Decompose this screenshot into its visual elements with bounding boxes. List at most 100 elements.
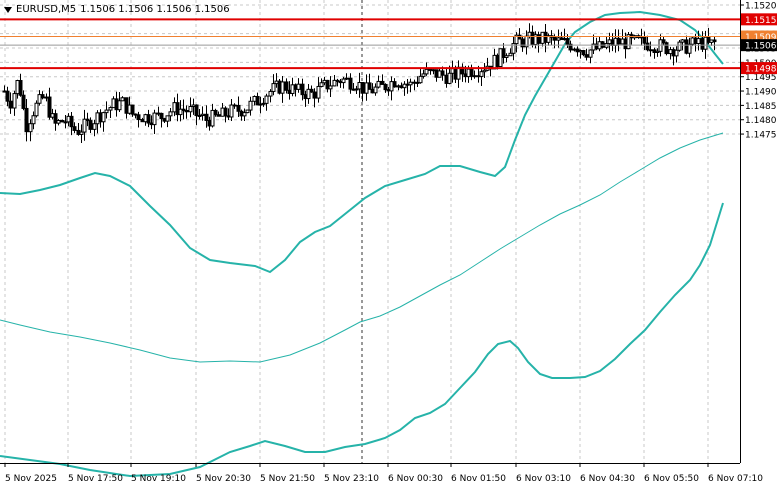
candle-body-bear [348, 77, 353, 90]
candle-body-bull [178, 108, 183, 116]
candle-body-bull [104, 109, 109, 114]
candle-body-bull [402, 83, 407, 89]
candlesticks [2, 23, 717, 144]
candle-body-bear [367, 82, 372, 90]
candle-body-bear [284, 81, 289, 91]
candle-body-bull [79, 131, 84, 135]
candle-body-bear [536, 34, 541, 44]
symbol-label: EURUSD,M5 [16, 4, 77, 15]
candle-body-bull [588, 49, 593, 58]
candle-body-bear [204, 113, 209, 121]
candle-body-bear [581, 50, 586, 56]
candle-body-bull [120, 97, 125, 102]
candle-body-bull [82, 118, 87, 133]
candle-body-bear [60, 120, 65, 123]
candle-body-bear [616, 37, 621, 45]
price-tick-label: 1.1490 [745, 88, 777, 98]
candle-body-bear [300, 83, 305, 96]
candle-body-bull [680, 39, 685, 43]
candle-body-bull [511, 43, 516, 54]
candle-body-bull [117, 100, 122, 111]
candle-body-bear [223, 107, 228, 117]
candle-body-bull [677, 41, 682, 51]
time-tick-label: 6 Nov 04:30 [580, 474, 635, 484]
candle-body-bull [245, 109, 250, 114]
candle-body-bear [194, 104, 199, 116]
candle-body-bull [687, 43, 692, 54]
price-marker-label: 1.1515 [745, 16, 777, 26]
candle-body-bull [168, 111, 173, 117]
price-tick-label: 1.1520 [745, 2, 777, 12]
horizontal-levels [0, 18, 740, 70]
time-tick-label: 5 Nov 17:50 [68, 474, 123, 484]
candle-body-bear [184, 109, 189, 113]
candle-body-bear [360, 81, 365, 94]
candle-body-bull [188, 106, 193, 113]
candle-body-bear [69, 115, 74, 128]
candle-body-bear [664, 42, 669, 55]
candle-body-bear [85, 118, 90, 122]
candle-body-bear [520, 38, 525, 48]
candle-body-bull [296, 83, 301, 90]
candle-body-bull [271, 83, 276, 92]
candle-body-bull [261, 102, 266, 105]
candle-body-bear [18, 80, 23, 96]
time-tick-label: 6 Nov 03:10 [516, 474, 571, 484]
candle-body-bear [568, 43, 573, 51]
time-tick-label: 6 Nov 00:30 [388, 474, 443, 484]
time-tick-label: 5 Nov 20:30 [196, 474, 251, 484]
candle-body-bear [584, 54, 589, 58]
candle-body-bear [5, 90, 10, 102]
candle-body-bull [165, 115, 170, 122]
time-tick-label: 5 Nov 2025 [5, 474, 57, 484]
candle-body-bear [175, 102, 180, 116]
price-marker-box [741, 39, 777, 52]
candle-body-bear [88, 120, 93, 130]
candle-body-bear [236, 104, 241, 112]
candle-body-bull [479, 71, 484, 77]
bollinger-lower-band [0, 202, 724, 478]
price-tick-label: 1.1475 [745, 131, 777, 141]
price-marker-box [741, 13, 777, 26]
time-tick-label: 5 Nov 19:10 [131, 474, 186, 484]
candle-body-bear [645, 42, 650, 51]
candle-body-bull [421, 73, 426, 77]
candle-body-bull [268, 90, 273, 97]
chart-menu-triangle-icon[interactable] [4, 6, 12, 13]
candle-body-bull [447, 72, 452, 84]
ohlc-label: 1.1506 1.1506 1.1506 1.1506 [80, 4, 230, 15]
candle-body-bull [319, 82, 324, 87]
candle-body-bull [546, 35, 551, 43]
candle-body-bull [418, 75, 423, 84]
candle-body-bear [712, 39, 717, 43]
price-tick-label: 1.1495 [745, 73, 777, 83]
moving-average-line [0, 132, 724, 363]
candle-body-bull [108, 107, 113, 111]
candle-body-bull [328, 85, 333, 90]
candle-body-bear [325, 79, 330, 90]
candle-body-bear [517, 34, 522, 40]
candle-body-bear [642, 36, 647, 44]
time-tick-label: 5 Nov 23:10 [324, 474, 379, 484]
candle-body-bear [232, 104, 237, 107]
candle-body-bear [24, 107, 29, 133]
candle-body-bear [661, 39, 666, 44]
candle-body-bull [472, 75, 477, 78]
candle-body-bull [655, 50, 660, 54]
candle-body-bull [12, 93, 17, 109]
candle-body-bull [242, 112, 247, 117]
candle-body-bear [380, 80, 385, 85]
chart-title-bar: EURUSD,M5 1.1506 1.1506 1.1506 1.1506 [4, 4, 230, 15]
price-tick-label: 1.1485 [745, 102, 777, 112]
candle-body-bull [408, 81, 413, 86]
candle-body-bear [309, 88, 314, 93]
candle-body-bull [56, 120, 61, 124]
price-marker-label: 1.1506 [745, 42, 777, 52]
candle-body-bear [130, 104, 135, 115]
price-marker-label: 1.1498 [745, 65, 777, 75]
candle-body-bear [600, 41, 605, 48]
candle-body-bull [264, 95, 269, 104]
candle-body-bear [335, 79, 340, 82]
